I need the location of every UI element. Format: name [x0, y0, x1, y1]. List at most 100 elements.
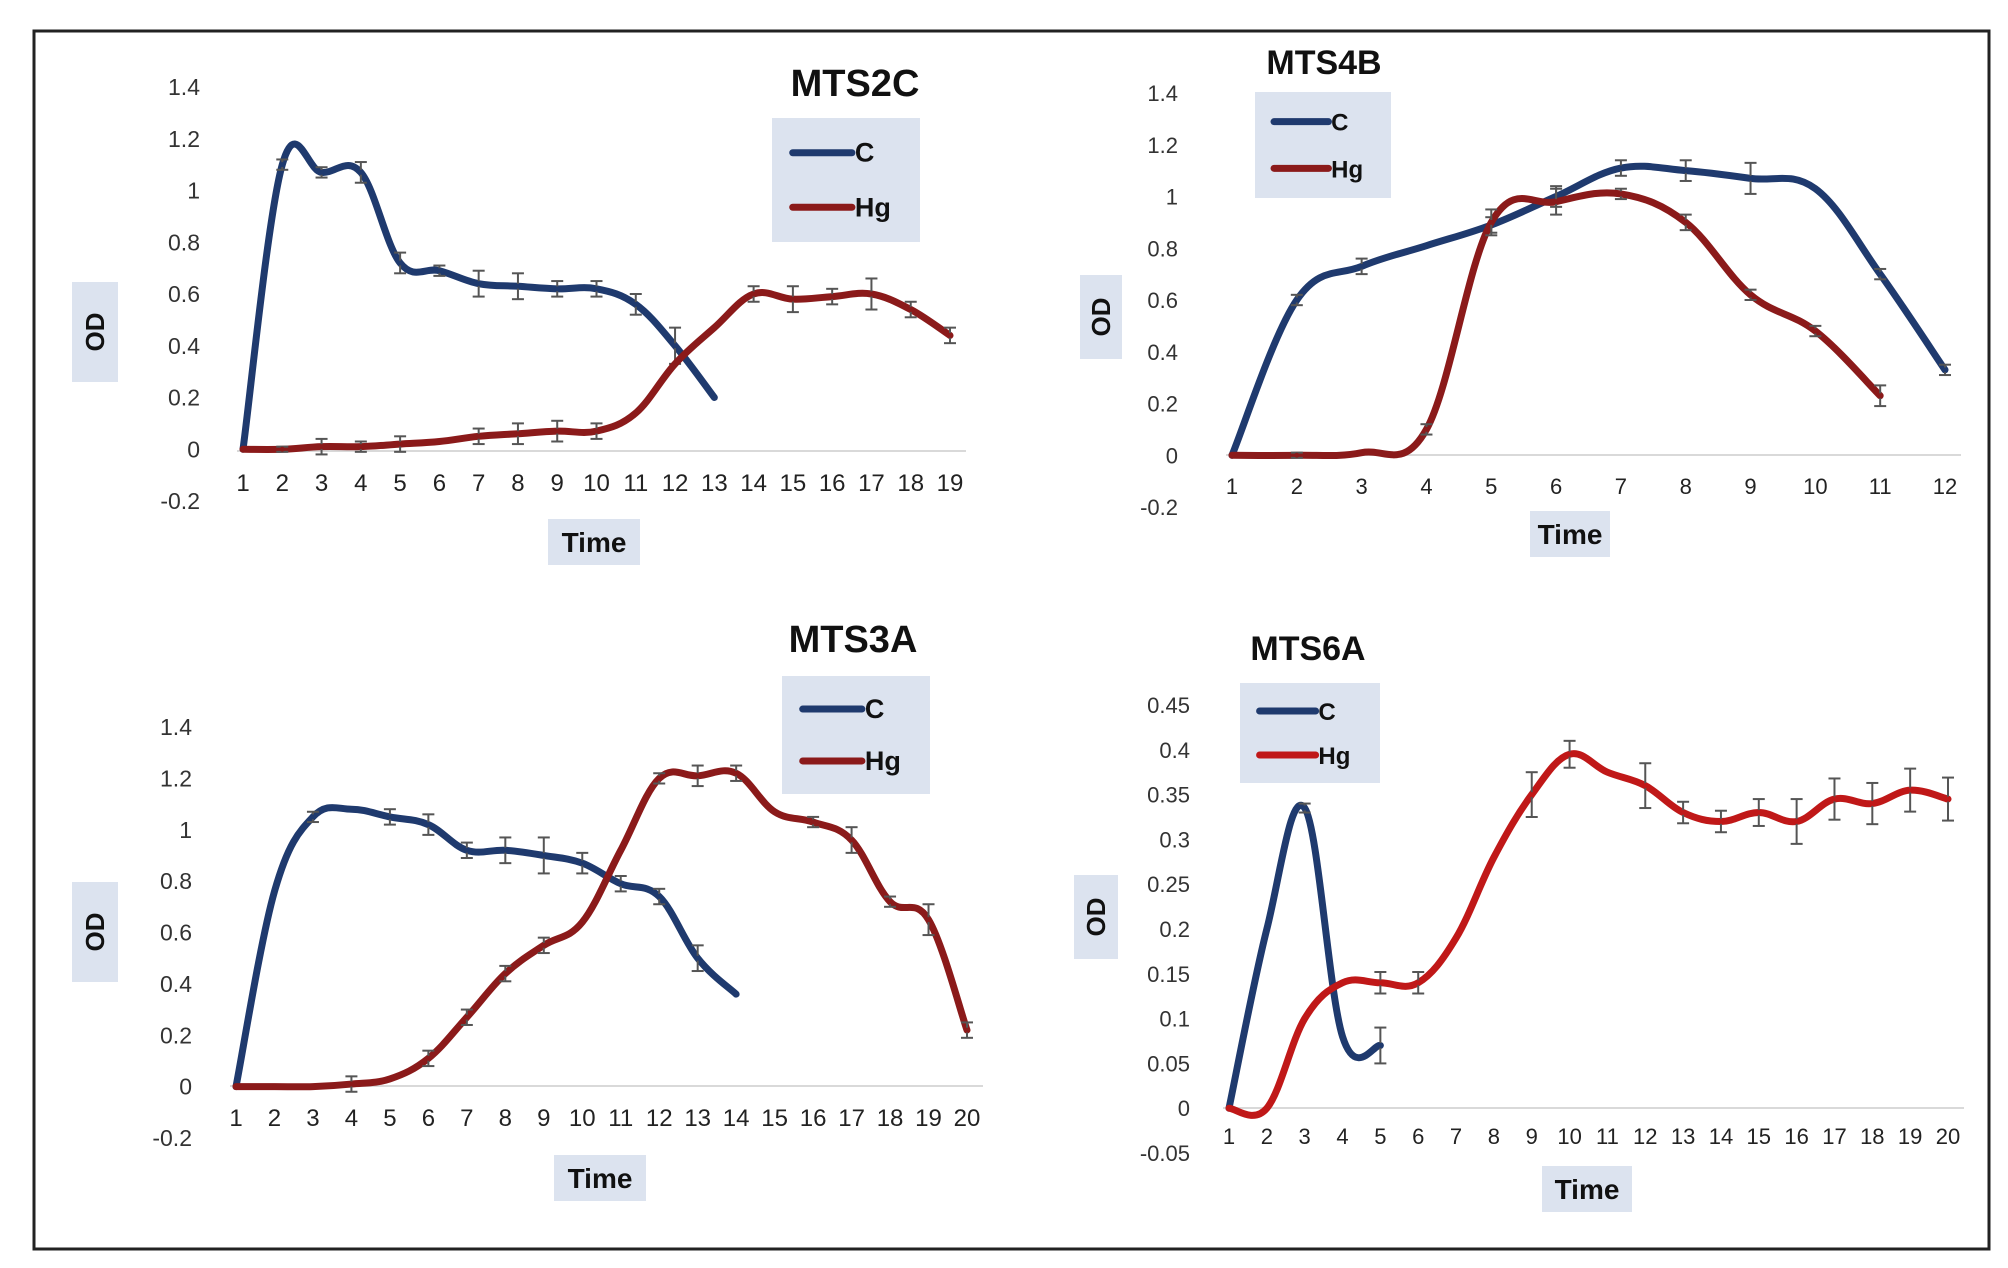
- data-point: [425, 822, 431, 828]
- legend-label: C: [1318, 699, 1335, 726]
- x-tick-label: 8: [1680, 474, 1692, 499]
- legend-label: Hg: [1318, 743, 1350, 770]
- data-point: [541, 852, 547, 858]
- data-point: [1359, 450, 1365, 456]
- x-tick-label: 17: [1822, 1124, 1846, 1149]
- y-tick-label: 0.1: [1159, 1007, 1190, 1032]
- data-point: [387, 1076, 393, 1082]
- y-tick-label: 0: [187, 436, 200, 462]
- data-point: [387, 814, 393, 820]
- data-point: [319, 444, 325, 450]
- chart-panel-mts2c: 1.41.210.80.60.40.20-0.21 2 3 4 5 6 7 8 9 10 11 12 1…: [72, 63, 966, 565]
- x-axis-title-box: [548, 519, 640, 565]
- x-tick-label: 14: [740, 470, 767, 497]
- x-tick-label: 8: [511, 470, 524, 497]
- data-point: [1491, 854, 1497, 860]
- x-tick-label: 1: [236, 470, 249, 497]
- data-point: [1553, 199, 1559, 205]
- data-point: [579, 860, 585, 866]
- x-tick-label: 17: [858, 470, 885, 497]
- series-line-hg: [232, 767, 971, 1091]
- y-tick-label: 1.4: [1147, 81, 1178, 106]
- data-point: [1812, 328, 1818, 334]
- data-point: [618, 881, 624, 887]
- legend-label: C: [1331, 110, 1348, 137]
- data-point: [348, 806, 354, 812]
- y-tick-label: 0.6: [168, 281, 200, 307]
- x-tick-label: 6: [422, 1105, 435, 1132]
- y-tick-label: 0.8: [168, 229, 200, 255]
- y-tick-label: 0.05: [1147, 1051, 1190, 1076]
- y-tick-label: 1.2: [160, 765, 192, 791]
- data-point: [1877, 393, 1883, 399]
- y-tick-label: 0.6: [1147, 288, 1178, 313]
- y-tick-label: 0: [1166, 443, 1178, 468]
- legend-label: Hg: [855, 192, 891, 222]
- data-point: [319, 169, 325, 175]
- data-point: [271, 1084, 277, 1090]
- chart-panel-mts3a: 1.41.210.80.60.40.20-0.21 2 3 4 5 6 7 8 9 10 11 12 1…: [72, 619, 983, 1201]
- x-tick-label: 9: [1744, 474, 1756, 499]
- x-tick-label: 6: [433, 470, 446, 497]
- legend: C Hg: [772, 118, 920, 242]
- x-tick-label: 5: [383, 1105, 396, 1132]
- x-tick-label: 18: [897, 470, 924, 497]
- x-tick-label: 7: [472, 470, 485, 497]
- data-point: [1831, 796, 1837, 802]
- x-tick-label: 1: [229, 1105, 242, 1132]
- data-point: [1377, 980, 1383, 986]
- data-point: [1377, 1042, 1383, 1048]
- data-point: [476, 433, 482, 439]
- y-tick-label: 0.35: [1147, 783, 1190, 808]
- data-point: [436, 268, 442, 274]
- data-point: [633, 301, 639, 307]
- y-axis-title-box: [1080, 275, 1122, 359]
- data-point: [1294, 297, 1300, 303]
- data-point: [1718, 818, 1724, 824]
- x-axis-title-box: [554, 1155, 646, 1201]
- data-point: [554, 428, 560, 434]
- x-tick-label: 6: [1412, 1124, 1424, 1149]
- x-tick-label: 20: [954, 1105, 981, 1132]
- data-point: [849, 837, 855, 843]
- data-point: [1683, 219, 1689, 225]
- x-tick-label: 10: [1803, 474, 1827, 499]
- x-tick-label: 11: [1596, 1124, 1619, 1149]
- data-point: [1618, 165, 1624, 171]
- data-point: [1423, 243, 1429, 249]
- x-tick-label: 3: [306, 1105, 319, 1132]
- legend-box: [772, 118, 920, 242]
- y-tick-label: 0.3: [1159, 827, 1190, 852]
- x-tick-label: 3: [315, 470, 328, 497]
- y-tick-label: 0.6: [160, 920, 192, 946]
- series-line-hg: [1228, 189, 1884, 460]
- data-point: [502, 971, 508, 977]
- x-tick-label: 16: [1784, 1124, 1808, 1149]
- data-point: [1453, 935, 1459, 941]
- data-point: [1683, 168, 1689, 174]
- data-point: [1529, 792, 1535, 798]
- data-point: [310, 814, 316, 820]
- y-tick-label: 0.8: [160, 868, 192, 894]
- chart-panel-mts6a: 0.450.40.350.30.250.20.150.10.050-0.051 2…: [1074, 630, 1964, 1212]
- x-axis-title-box: [1530, 511, 1610, 557]
- x-tick-label: 13: [701, 470, 728, 497]
- x-tick-label: 12: [662, 470, 689, 497]
- x-tick-label: 19: [937, 470, 964, 497]
- legend: C Hg: [1255, 92, 1391, 198]
- data-point: [711, 325, 717, 331]
- data-point: [1877, 271, 1883, 277]
- x-tick-label: 15: [761, 1105, 788, 1132]
- data-point: [397, 260, 403, 266]
- chart-title: MTS6A: [1250, 630, 1365, 668]
- data-point: [711, 395, 717, 400]
- data-point: [541, 942, 547, 948]
- x-tick-label: 19: [915, 1105, 942, 1132]
- data-point: [695, 955, 701, 961]
- legend-box: [1255, 92, 1391, 198]
- y-tick-label: 1.2: [168, 126, 200, 152]
- x-tick-label: 11: [1869, 474, 1892, 499]
- data-point: [810, 819, 816, 825]
- y-tick-label: 1.4: [168, 74, 200, 100]
- data-point: [464, 847, 470, 853]
